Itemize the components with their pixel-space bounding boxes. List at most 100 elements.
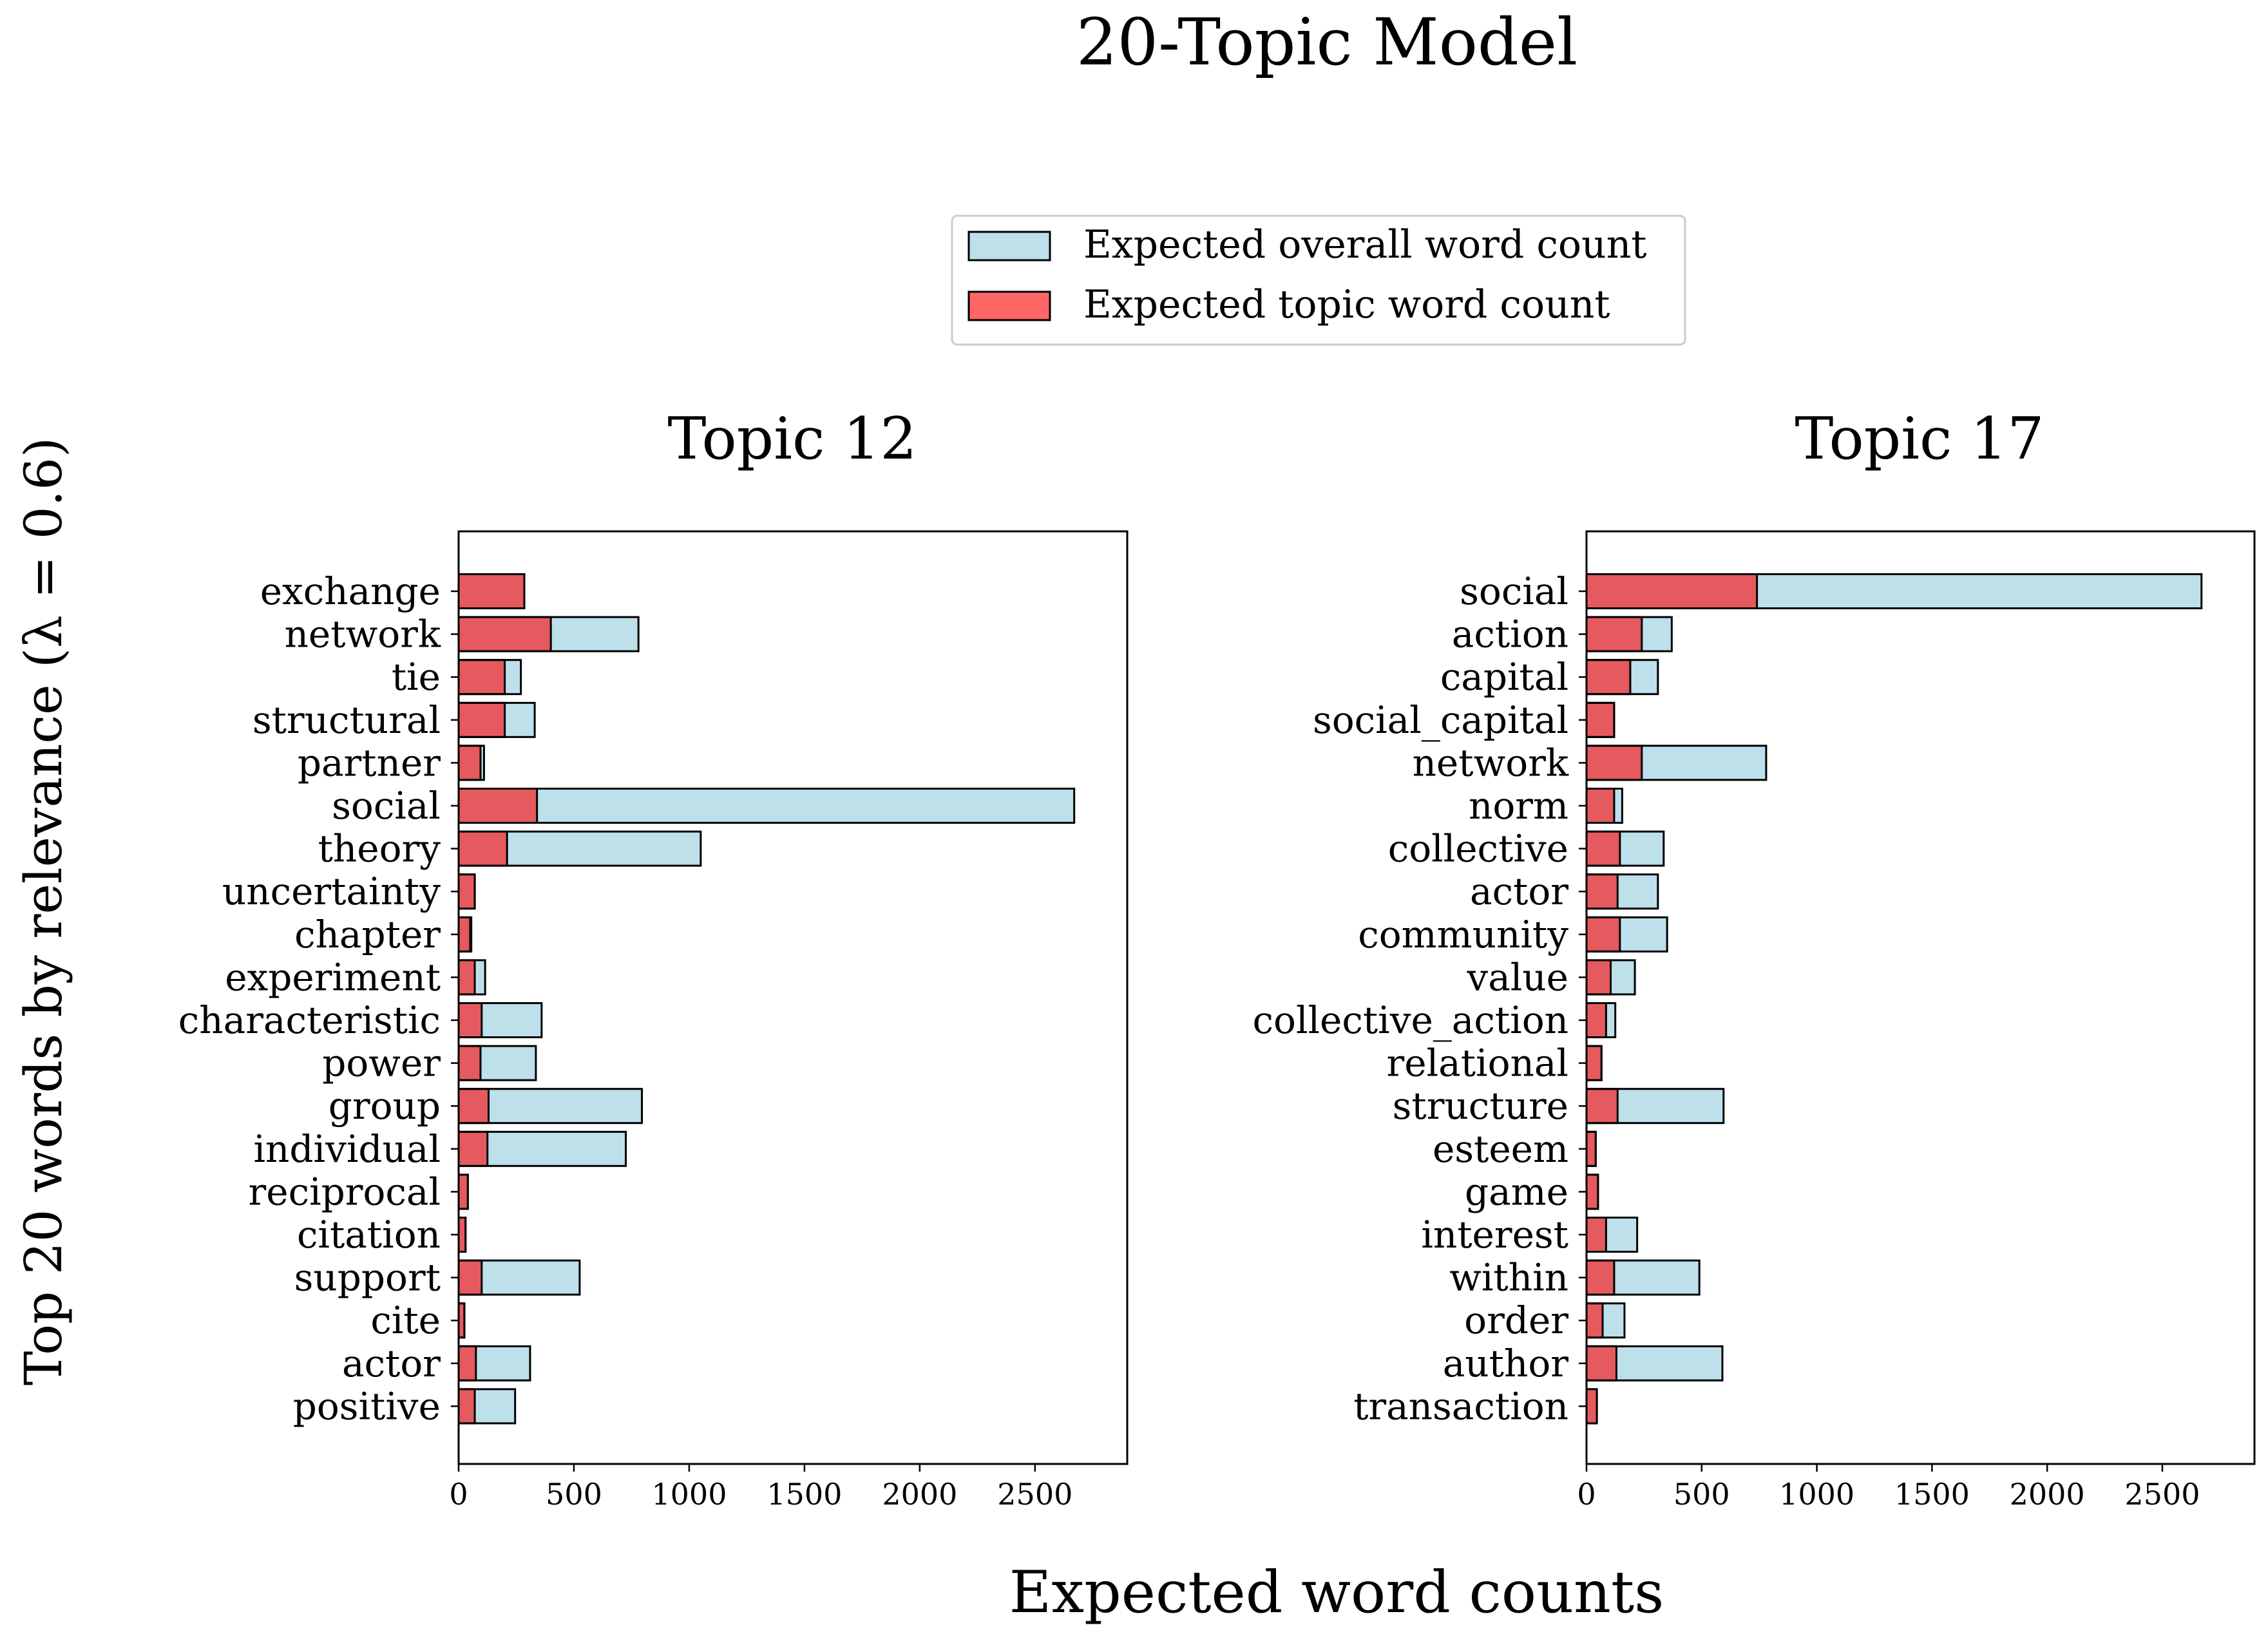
bar-topic-exchange: [457, 573, 526, 609]
y-tick-label: uncertainty: [222, 869, 441, 913]
bar-topic-action: [1585, 616, 1643, 652]
bar-topic-partner: [457, 745, 482, 781]
legend-label-overall: Expected overall word count: [1083, 222, 1646, 267]
bar-topic-experiment: [457, 959, 476, 996]
bar-topic-norm: [1585, 788, 1615, 824]
x-tick-label: 500: [546, 1477, 602, 1512]
x-tick-label: 2500: [2124, 1477, 2200, 1512]
y-tick-label: network: [1413, 741, 1569, 784]
x-tick-label: 2000: [882, 1477, 957, 1512]
y-tick-label: collective: [1388, 827, 1568, 871]
y-tick-label: social: [1460, 569, 1568, 613]
y-tick-label: actor: [342, 1342, 441, 1385]
x-tick-label: 1500: [1894, 1477, 1970, 1512]
legend-frame: [951, 214, 1686, 346]
x-tick-label: 2000: [2010, 1477, 2085, 1512]
bar-topic-actor: [1585, 873, 1619, 910]
bar-topic-support: [457, 1259, 483, 1296]
y-tick-label: support: [294, 1256, 441, 1300]
bar-topic-transaction: [1585, 1388, 1598, 1425]
y-tick-label: tie: [392, 655, 441, 699]
y-tick-label: experiment: [225, 955, 441, 999]
bar-topic-group: [457, 1088, 490, 1125]
y-tick-label: community: [1358, 913, 1568, 956]
bar-topic-social: [1585, 573, 1758, 609]
bar-topic-characteristic: [457, 1002, 483, 1038]
bar-topic-structural: [457, 701, 506, 738]
y-tick-label: relational: [1387, 1041, 1568, 1085]
bar-topic-within: [1585, 1259, 1615, 1296]
x-tick-label: 2500: [997, 1477, 1072, 1512]
y-tick-label: partner: [298, 741, 441, 784]
y-tick-label: capital: [1440, 655, 1568, 699]
y-tick-label: game: [1465, 1170, 1568, 1213]
x-tick-label: 500: [1673, 1477, 1730, 1512]
bar-topic-individual: [457, 1130, 489, 1167]
bar-topic-relational: [1585, 1045, 1603, 1081]
bar-topic-game: [1585, 1173, 1599, 1210]
y-tick-label: collective_action: [1253, 998, 1568, 1042]
y-tick-label: characteristic: [178, 998, 441, 1042]
y-tick-label: transaction: [1353, 1384, 1568, 1428]
x-axis-label: Expected word counts: [1009, 1559, 1664, 1626]
y-tick-label: social: [332, 784, 441, 828]
bar-topic-network: [457, 616, 552, 652]
bar-topic-author: [1585, 1345, 1617, 1382]
bar-overall-social: [457, 788, 1076, 824]
bar-topic-actor: [457, 1345, 477, 1382]
y-tick-label: social_capital: [1313, 698, 1568, 742]
bar-topic-esteem: [1585, 1130, 1597, 1167]
bar-topic-interest: [1585, 1217, 1607, 1253]
y-tick-label: actor: [1470, 869, 1568, 913]
bar-topic-theory: [457, 830, 508, 867]
legend-swatch-overall: [967, 231, 1051, 261]
y-tick-label: author: [1443, 1342, 1569, 1385]
panel-title: Topic 17: [1795, 405, 2044, 473]
x-tick-label: 0: [1577, 1477, 1596, 1512]
bar-topic-citation: [457, 1217, 467, 1253]
bar-topic-social-capital: [1585, 701, 1615, 738]
legend-label-topic: Expected topic word count: [1083, 282, 1610, 327]
y-tick-label: value: [1466, 955, 1568, 999]
panel-title: Topic 12: [667, 405, 917, 473]
y-tick-label: cite: [370, 1298, 441, 1342]
plot-frame: [457, 530, 1129, 1465]
bar-topic-collective-action: [1585, 1002, 1607, 1038]
x-tick-label: 1500: [767, 1477, 842, 1512]
bar-topic-uncertainty: [457, 873, 476, 910]
y-tick-label: citation: [297, 1213, 441, 1257]
y-tick-label: within: [1449, 1256, 1568, 1300]
y-tick-label: interest: [1421, 1213, 1568, 1257]
bar-topic-community: [1585, 916, 1621, 953]
y-tick-label: chapter: [294, 913, 441, 956]
bar-topic-value: [1585, 959, 1612, 996]
bar-topic-structure: [1585, 1088, 1619, 1125]
bar-topic-chapter: [457, 916, 472, 953]
y-axis-label: Top 20 words by relevance (λ = 0.6): [14, 437, 73, 1385]
y-tick-label: structural: [253, 698, 441, 742]
y-tick-label: order: [1464, 1298, 1568, 1342]
bar-topic-social: [457, 788, 538, 824]
y-tick-label: power: [322, 1041, 441, 1085]
y-tick-label: action: [1452, 613, 1568, 656]
bar-topic-power: [457, 1045, 482, 1081]
y-tick-label: norm: [1469, 784, 1568, 828]
x-tick-label: 1000: [1779, 1477, 1854, 1512]
plot-frame: [1585, 530, 2256, 1465]
bar-topic-order: [1585, 1302, 1604, 1339]
y-tick-label: structure: [1393, 1084, 1568, 1128]
y-tick-label: positive: [293, 1384, 441, 1428]
y-tick-label: theory: [318, 827, 441, 871]
y-tick-label: network: [285, 613, 441, 656]
panel-topic-12: Topic 12 exchangenetworktiestructuralpar…: [178, 405, 1129, 1512]
y-tick-label: reciprocal: [249, 1170, 441, 1213]
y-tick-label: individual: [253, 1127, 441, 1171]
bar-topic-positive: [457, 1388, 476, 1425]
y-tick-label: exchange: [260, 569, 441, 613]
bar-topic-network: [1585, 745, 1643, 781]
bar-topic-tie: [457, 659, 506, 696]
bar-topic-collective: [1585, 830, 1621, 867]
bar-topic-reciprocal: [457, 1173, 469, 1210]
x-tick-label: 1000: [651, 1477, 727, 1512]
